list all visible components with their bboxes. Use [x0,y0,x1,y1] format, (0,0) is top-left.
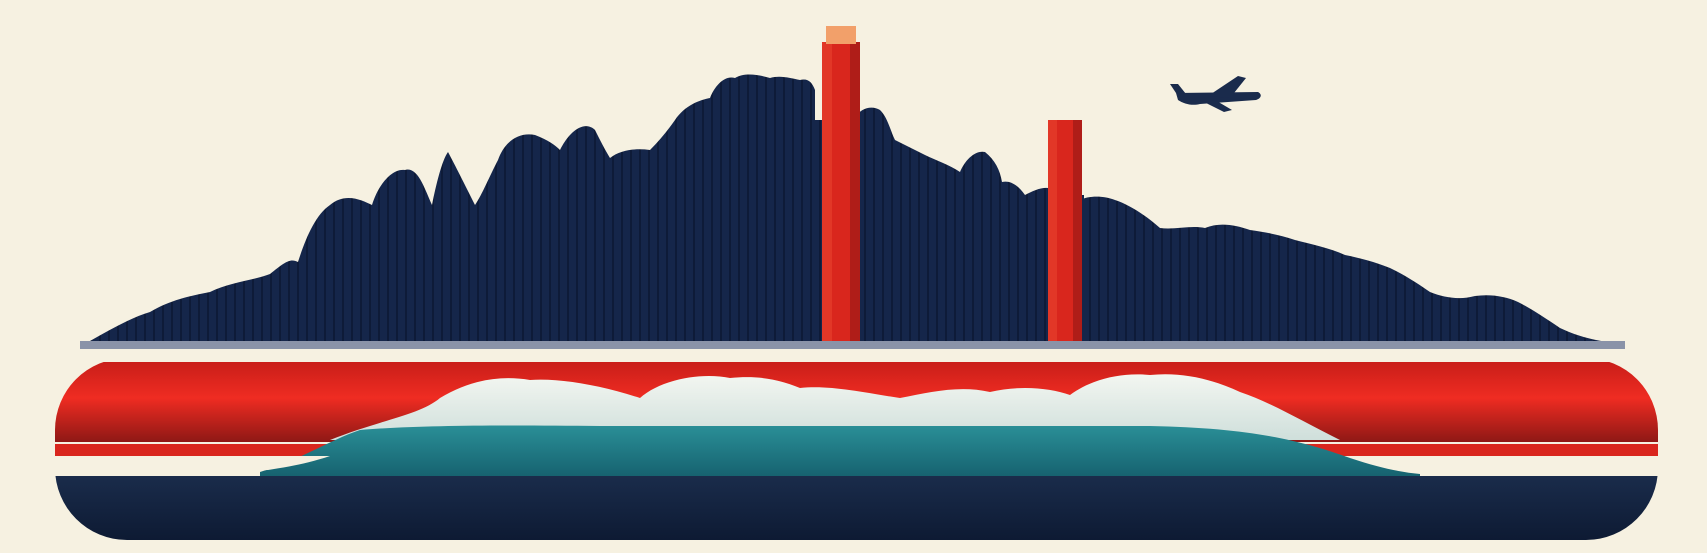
wave-icon [260,425,1420,480]
horizon-line [80,341,1625,349]
landscape-capsule [55,358,1658,540]
horizon-line-light [80,349,1625,355]
mist-clouds [330,374,1340,440]
smokestack-icon [822,26,860,345]
smokestack-icon [1048,120,1082,345]
skyline-silhouette-far-right [1080,196,1615,345]
airplane-icon [1170,76,1261,112]
skyline-silhouette-right [855,107,1055,345]
navy-band [55,476,1658,540]
skyline-silhouette [80,74,815,346]
